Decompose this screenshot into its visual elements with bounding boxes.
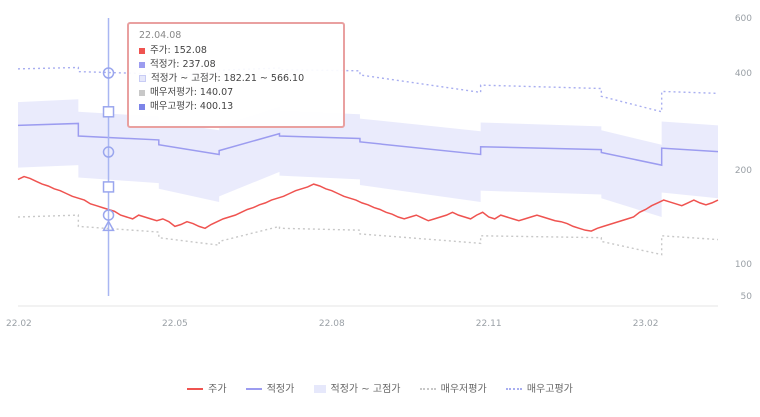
crosshair-marker-square: [102, 181, 115, 193]
y-tick-label: 200: [735, 166, 752, 176]
band-dot-icon: [139, 75, 146, 82]
legend-swatch: [187, 388, 204, 390]
tooltip-row-fair: 적정가: 237.08: [139, 58, 333, 72]
legend: 주가 적정가 적정가 ~ 고점가 매우저평가 매우고평가: [0, 380, 760, 395]
y-tick-label: 600: [735, 14, 752, 24]
tooltip-row-low: 매우저평가: 140.07: [139, 86, 333, 100]
y-tick-label: 50: [741, 292, 753, 302]
legend-swatch: [419, 388, 436, 390]
x-tick-label: 22.02: [6, 319, 32, 329]
y-tick-label: 400: [735, 69, 752, 79]
crosshair: [102, 18, 115, 296]
legend-swatch: [505, 388, 522, 390]
tooltip-row-band: 적정가 ~ 고점가: 182.21 ~ 566.10: [139, 72, 333, 86]
x-tick-label: 23.02: [633, 319, 659, 329]
legend-item-price[interactable]: 주가: [187, 380, 227, 395]
crosshair-marker-square: [102, 106, 115, 118]
series-line-dotted-3: [17, 66, 719, 113]
band-fair-to-high: [18, 99, 718, 217]
hover-tooltip: 22.04.08 주가: 152.08 적정가: 237.08 적정가 ~ 고점…: [127, 22, 345, 128]
crosshair-marker-circle: [102, 67, 115, 79]
crosshair-marker-triangle: [102, 219, 115, 232]
low-dot-icon: [139, 89, 145, 96]
legend-item-fair[interactable]: 적정가: [245, 380, 294, 395]
x-axis: 22.02 22.05 22.08 22.11 23.02: [6, 319, 658, 329]
y-tick-label: 100: [735, 260, 752, 270]
high-dot-icon: [139, 103, 145, 110]
x-tick-label: 22.08: [319, 319, 345, 329]
legend-swatch: [313, 385, 326, 393]
series-line-1: [17, 122, 719, 167]
legend-swatch: [245, 388, 262, 390]
y-axis: 50 100 200 400 600: [735, 14, 752, 302]
tooltip-date: 22.04.08: [139, 30, 182, 41]
x-tick-label: 22.11: [476, 319, 502, 329]
legend-item-band[interactable]: 적정가 ~ 고점가: [313, 380, 400, 395]
legend-item-high[interactable]: 매우고평가: [505, 380, 573, 395]
series-line-dotted-2: [17, 214, 719, 256]
fair-dot-icon: [139, 61, 145, 68]
price-dot-icon: [139, 47, 145, 54]
plot-area: [17, 66, 719, 307]
legend-item-low[interactable]: 매우저평가: [419, 380, 487, 395]
tooltip-row-price: 주가: 152.08: [139, 44, 333, 58]
tooltip-row-high: 매우고평가: 400.13: [139, 100, 333, 114]
crosshair-marker-circle: [102, 146, 115, 158]
series-line-0: [17, 175, 719, 232]
x-tick-label: 22.05: [162, 319, 188, 329]
